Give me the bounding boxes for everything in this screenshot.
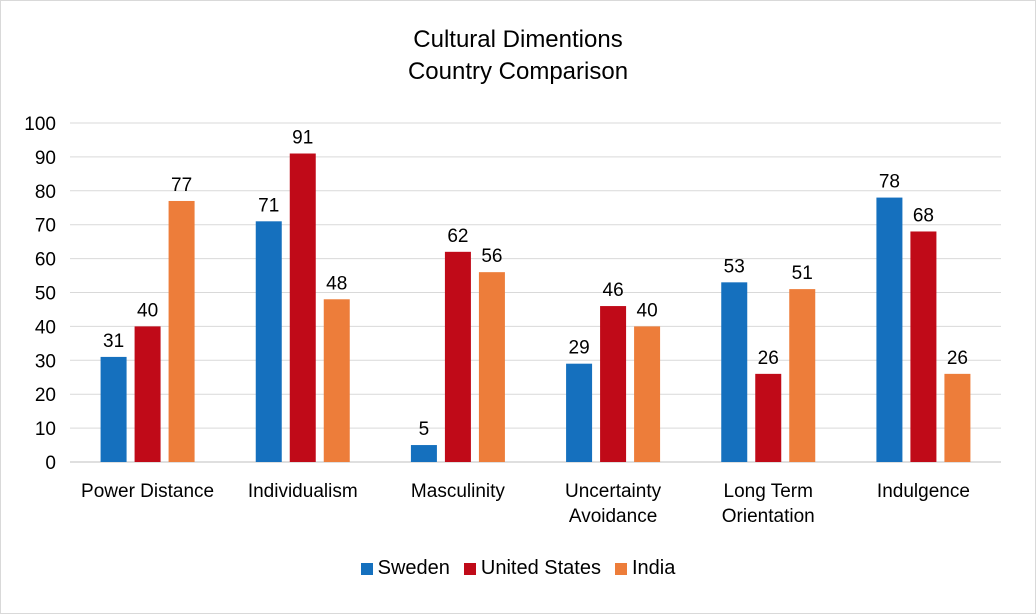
x-category-label: Masculinity <box>411 481 505 502</box>
data-label: 26 <box>758 348 779 369</box>
chart-title-line-2: Country Comparison <box>407 58 629 85</box>
bar-united-states <box>600 306 627 462</box>
bar-united-states <box>134 326 161 462</box>
bar-sweden <box>100 356 127 462</box>
data-label: 53 <box>724 256 745 277</box>
y-tick-label: 80 <box>35 182 56 203</box>
chart-legend: Sweden United States India <box>0 557 1036 580</box>
data-label: 91 <box>292 128 313 149</box>
y-tick-label: 30 <box>35 351 56 372</box>
data-label: 62 <box>447 226 468 247</box>
data-label: 46 <box>603 280 624 301</box>
bar-sweden <box>876 197 903 462</box>
y-tick-label: 70 <box>35 216 56 237</box>
data-label: 40 <box>137 300 158 321</box>
bar-india <box>944 373 971 462</box>
legend-item: Sweden <box>360 557 450 580</box>
data-label: 77 <box>171 175 192 196</box>
legend-swatch <box>463 562 476 575</box>
bar-united-states <box>444 251 471 462</box>
bar-sweden <box>255 221 282 462</box>
legend-item: United States <box>463 557 601 580</box>
bar-india <box>634 326 661 462</box>
legend-item: India <box>614 557 676 580</box>
x-category-label: Avoidance <box>569 506 657 527</box>
bar-india <box>168 200 195 462</box>
y-tick-label: 10 <box>35 419 56 440</box>
x-category-label: Orientation <box>722 506 815 527</box>
data-label: 29 <box>569 338 590 359</box>
data-label: 68 <box>913 205 934 226</box>
chart-title-line-1: Cultural Dimentions <box>413 26 623 53</box>
data-label: 31 <box>103 331 124 352</box>
y-tick-label: 0 <box>45 453 56 474</box>
bar-sweden <box>566 363 593 462</box>
y-tick-label: 100 <box>24 114 56 135</box>
bar-india <box>323 299 350 462</box>
x-category-label: Power Distance <box>81 481 214 502</box>
data-label: 5 <box>419 419 430 440</box>
x-category-label: Indulgence <box>877 481 970 502</box>
data-label: 51 <box>792 263 813 284</box>
legend-label: United States <box>480 557 601 579</box>
y-tick-label: 60 <box>35 250 56 271</box>
data-label: 26 <box>947 348 968 369</box>
y-tick-label: 90 <box>35 148 56 169</box>
y-tick-label: 40 <box>35 317 56 338</box>
data-label: 78 <box>879 172 900 193</box>
bar-united-states <box>910 231 937 462</box>
y-tick-label: 50 <box>35 284 56 305</box>
data-label: 48 <box>326 273 347 294</box>
data-label: 71 <box>258 195 279 216</box>
legend-swatch <box>614 562 627 575</box>
x-category-label: Uncertainty <box>565 481 662 502</box>
data-label: 56 <box>481 246 502 267</box>
bar-united-states <box>755 373 782 462</box>
y-tick-label: 20 <box>35 385 56 406</box>
legend-swatch <box>360 562 373 575</box>
bar-sweden <box>721 282 748 462</box>
legend-label: Sweden <box>377 557 450 579</box>
legend-label: India <box>631 557 676 579</box>
data-label: 40 <box>637 300 658 321</box>
bar-sweden <box>410 445 437 462</box>
x-category-label: Long Term <box>724 481 813 502</box>
x-category-label: Individualism <box>248 481 358 502</box>
bar-united-states <box>289 153 316 462</box>
bar-india <box>478 272 505 462</box>
bar-india <box>789 289 816 462</box>
